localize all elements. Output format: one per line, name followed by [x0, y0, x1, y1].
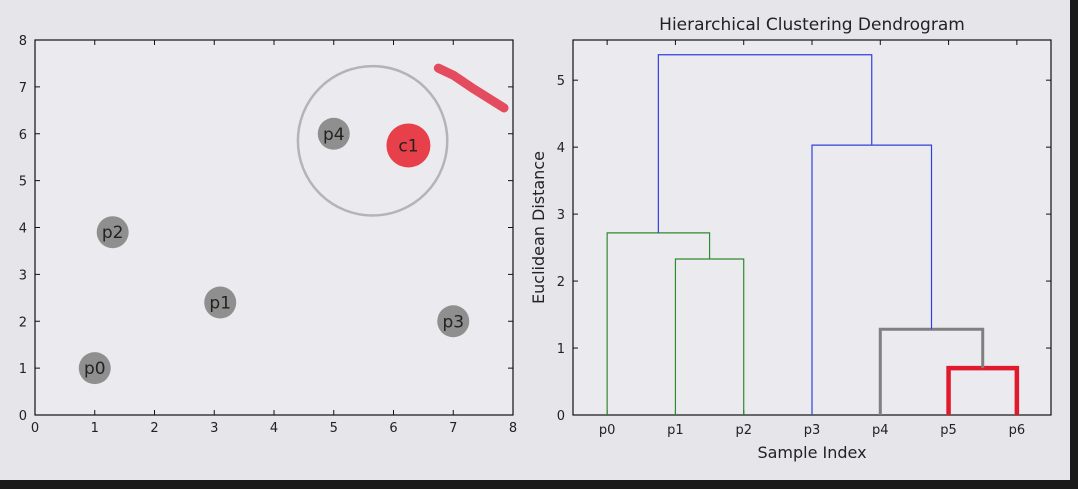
x-tick-label: 7: [449, 421, 457, 436]
point-marker: [437, 305, 470, 338]
x-tick-label: p5: [940, 423, 957, 438]
dendrogram-link-p4-p5p6: [878, 327, 985, 415]
figure-canvas: 0 1 2 3 4 5 6 7 8 0 1 2 3 4 5 6 7 8 p0 p1 p2 p3 p4 c1 Hierarch…: [19, 15, 1052, 462]
x-tick-label: 6: [389, 421, 397, 436]
point-marker: [78, 352, 111, 385]
dendrogram-title: Hierarchical Clustering Dendrogram: [659, 15, 965, 35]
y-tick-label: 4: [557, 141, 565, 156]
x-tick-label: 8: [509, 421, 517, 436]
centroid-c1: c1: [386, 123, 431, 168]
y-tick-label: 0: [19, 409, 27, 424]
y-tick-label: 8: [19, 34, 27, 49]
selection-ring: [296, 64, 449, 217]
x-tick-label: 0: [31, 421, 39, 436]
point-label: p3: [442, 312, 464, 332]
y-tick-label: 1: [557, 342, 565, 357]
dendrogram-plot: Hierarchical Clustering Dendrogram p0 p1 p…: [529, 15, 1052, 462]
data-point-p4: p4: [317, 117, 350, 150]
x-tick-label: 5: [330, 421, 338, 436]
y-tick-label: 6: [19, 128, 27, 143]
dendrogram-link-p0p1p2-p3p4p5p6: [657, 54, 873, 233]
data-point-p3: p3: [437, 305, 470, 338]
point-marker: [317, 117, 350, 150]
y-tick-label: 3: [557, 208, 565, 223]
point-marker: [96, 216, 129, 249]
figure-window: 0 1 2 3 4 5 6 7 8 0 1 2 3 4 5 6 7 8 p0 p1 p2 p3 p4 c1 Hierarch…: [0, 0, 1070, 480]
dendrogram-y-axis-label: Euclidean Distance: [529, 151, 548, 304]
y-tick-label: 7: [19, 81, 27, 96]
x-tick-label: 2: [150, 421, 158, 436]
y-tick-label: 5: [19, 175, 27, 190]
centroid-marker: [386, 123, 431, 168]
point-label: p4: [323, 125, 345, 145]
scatter-points: p0 p1 p2 p3 p4 c1: [78, 117, 470, 385]
dendrogram-link-p3-p4p5p6: [811, 144, 933, 415]
scatter-ticks: 0 1 2 3 4 5 6 7 8 0 1 2 3 4 5 6 7 8: [19, 34, 517, 436]
x-tick-label: 3: [210, 421, 218, 436]
y-tick-label: 1: [19, 362, 27, 377]
y-tick-label: 3: [19, 268, 27, 283]
data-point-p1: p1: [204, 286, 237, 319]
y-tick-label: 4: [19, 222, 27, 237]
dendrogram-links: [606, 54, 1020, 415]
x-tick-label: p0: [599, 423, 616, 438]
dendrogram-ticks: p0 p1 p2 p3 p4 p5 p6 0 1 2 3 4 5: [557, 40, 1051, 438]
y-tick-label: 5: [557, 74, 565, 89]
x-tick-label: p3: [804, 423, 821, 438]
x-tick-label: p2: [735, 423, 752, 438]
point-label: p1: [209, 294, 231, 314]
y-tick-label: 0: [557, 409, 565, 424]
y-tick-label: 2: [557, 275, 565, 290]
x-tick-label: 1: [91, 421, 99, 436]
x-tick-label: 4: [270, 421, 278, 436]
data-point-p0: p0: [78, 352, 111, 385]
point-label: p0: [84, 359, 106, 379]
dendrogram-x-axis-label: Sample Index: [757, 443, 866, 462]
drag-stroke-trail[interactable]: [433, 63, 509, 113]
x-tick-label: p1: [667, 423, 684, 438]
point-marker: [204, 286, 237, 319]
x-tick-label: p6: [1009, 423, 1026, 438]
data-point-p2: p2: [96, 216, 129, 249]
x-tick-label: p4: [872, 423, 889, 438]
y-tick-label: 2: [19, 315, 27, 330]
centroid-label: c1: [398, 136, 418, 156]
point-label: p2: [102, 223, 124, 243]
scatter-plot[interactable]: 0 1 2 3 4 5 6 7 8 0 1 2 3 4 5 6 7 8 p0 p1 p2 p3 p4 c1: [19, 34, 517, 436]
